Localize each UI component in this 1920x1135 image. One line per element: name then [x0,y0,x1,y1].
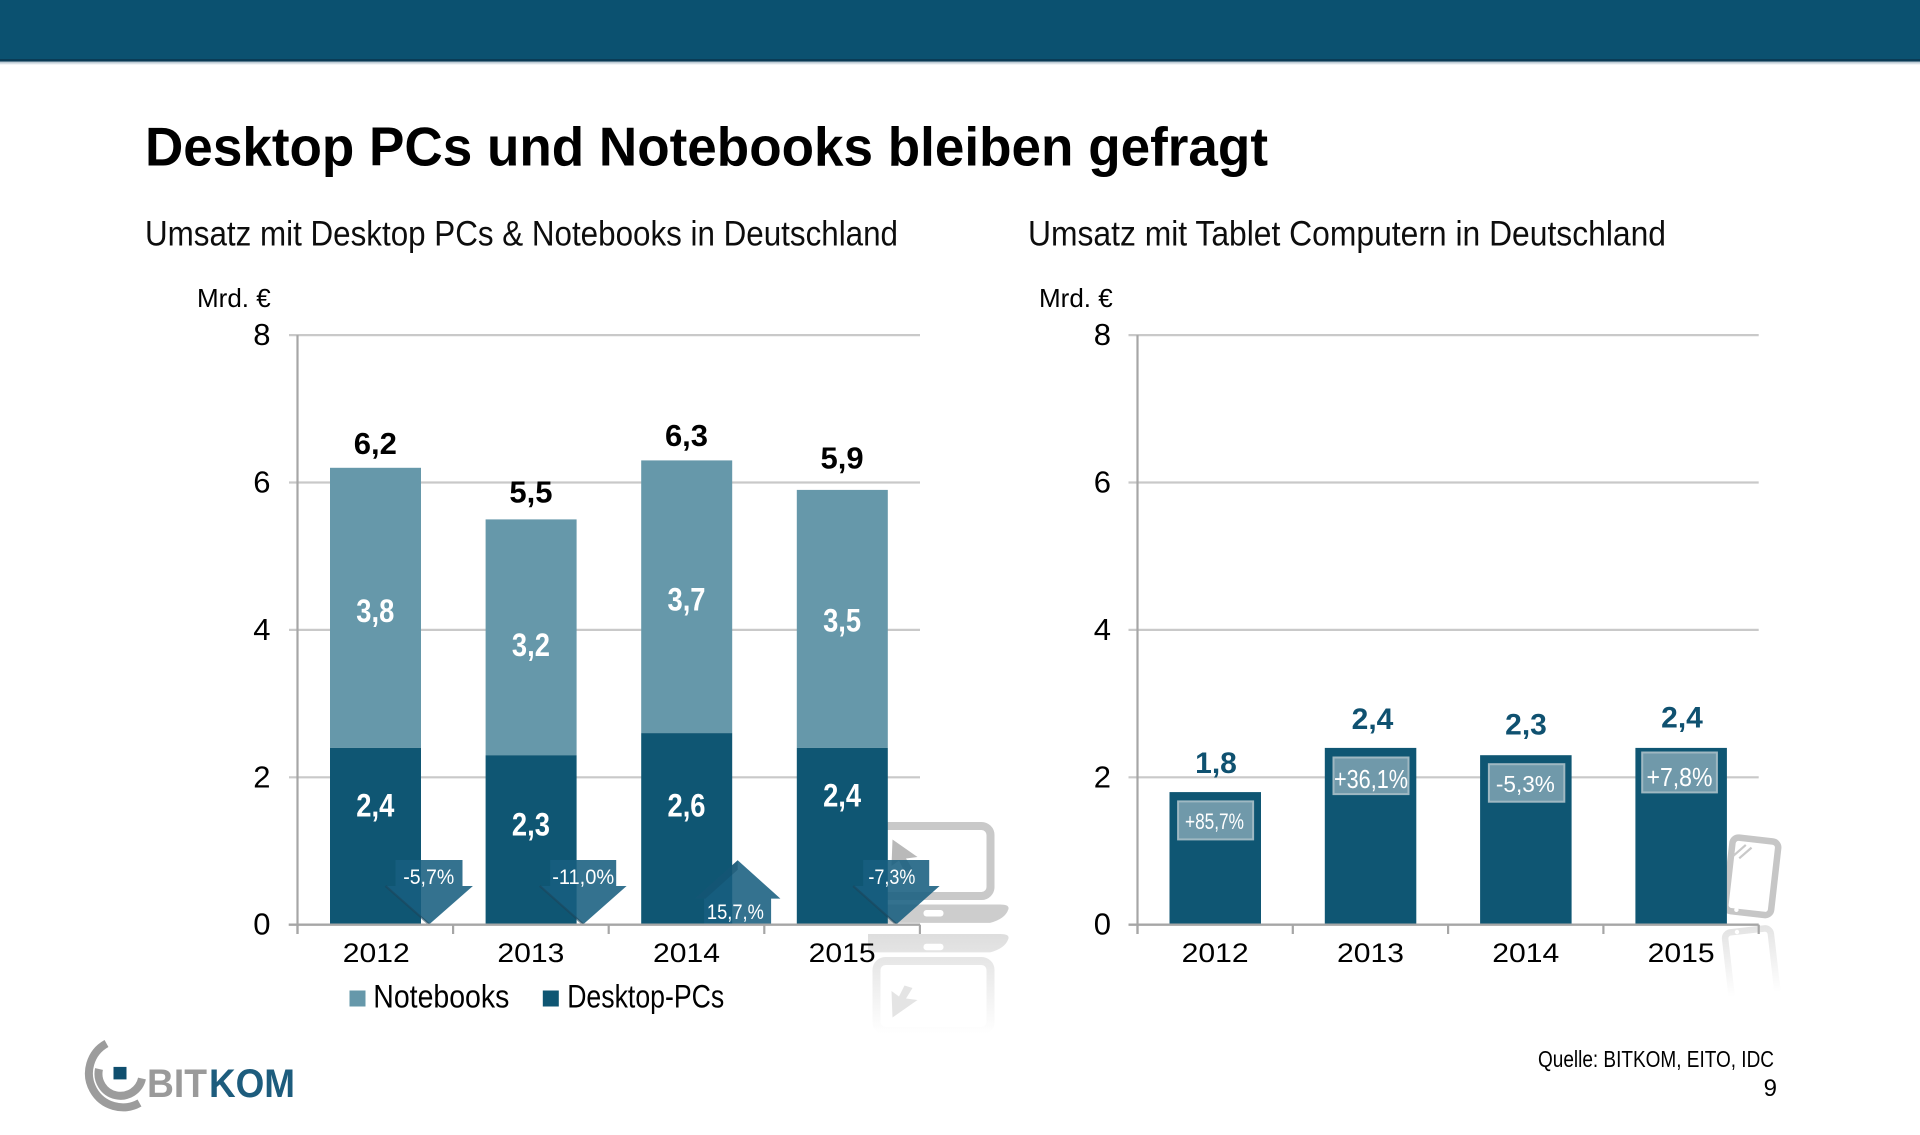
svg-text:Notebooks: Notebooks [373,979,509,1015]
svg-text:-7,3%: -7,3% [868,866,915,889]
svg-text:8: 8 [1094,317,1111,352]
svg-text:6: 6 [253,465,270,500]
svg-text:Umsatz mit Desktop PCs & Noteb: Umsatz mit Desktop PCs & Notebooks in De… [145,215,898,254]
svg-text:Umsatz mit Tablet Computern in: Umsatz mit Tablet Computern in Deutschla… [1028,215,1666,254]
svg-text:+7,8%: +7,8% [1647,762,1713,792]
svg-text:9: 9 [1764,1075,1777,1102]
svg-text:5,5: 5,5 [509,474,552,509]
svg-text:2014: 2014 [653,938,720,968]
svg-text:0: 0 [1094,907,1111,942]
svg-text:6,2: 6,2 [354,426,397,461]
svg-text:3,2: 3,2 [512,627,550,663]
svg-text:2,4: 2,4 [823,778,861,814]
svg-text:+85,7%: +85,7% [1185,809,1244,834]
svg-text:6,3: 6,3 [665,418,708,453]
svg-text:+36,1%: +36,1% [1334,764,1408,794]
svg-text:2012: 2012 [1182,938,1249,968]
svg-text:8: 8 [253,317,270,352]
svg-text:KOM: KOM [209,1062,295,1106]
svg-text:0: 0 [253,907,270,942]
svg-text:2,4: 2,4 [1352,703,1394,736]
svg-text:2,4: 2,4 [1661,702,1703,735]
svg-text:2,4: 2,4 [356,788,394,824]
svg-text:-5,7%: -5,7% [403,866,454,889]
svg-text:Mrd. €: Mrd. € [197,283,271,313]
svg-text:1,8: 1,8 [1195,747,1237,780]
svg-text:2014: 2014 [1492,938,1559,968]
svg-text:2: 2 [253,759,270,794]
svg-text:3,7: 3,7 [668,581,706,617]
svg-text:Desktop PCs und Notebooks blei: Desktop PCs und Notebooks bleiben gefrag… [145,115,1268,177]
svg-text:Desktop-PCs: Desktop-PCs [567,979,724,1015]
svg-text:2015: 2015 [809,938,876,968]
svg-text:2013: 2013 [1337,938,1404,968]
svg-text:2,3: 2,3 [1505,709,1547,742]
svg-text:2015: 2015 [1648,938,1715,968]
svg-text:2,6: 2,6 [668,787,706,823]
svg-text:2: 2 [1094,759,1111,794]
svg-text:2012: 2012 [343,938,410,968]
svg-text:5,9: 5,9 [821,440,864,475]
svg-text:4: 4 [1094,612,1111,647]
svg-text:2013: 2013 [497,938,564,968]
svg-text:-11,0%: -11,0% [552,866,614,889]
svg-text:6: 6 [1094,465,1111,500]
svg-text:-5,3%: -5,3% [1496,771,1555,797]
svg-text:2,3: 2,3 [512,807,550,843]
svg-text:3,5: 3,5 [823,603,861,639]
svg-text:BIT: BIT [147,1062,207,1106]
svg-text:Quelle: BITKOM, EITO, IDC: Quelle: BITKOM, EITO, IDC [1538,1046,1774,1072]
svg-text:Mrd. €: Mrd. € [1039,283,1113,313]
svg-text:15,7,%: 15,7,% [707,901,764,924]
svg-text:3,8: 3,8 [356,593,394,629]
svg-text:4: 4 [253,612,270,647]
